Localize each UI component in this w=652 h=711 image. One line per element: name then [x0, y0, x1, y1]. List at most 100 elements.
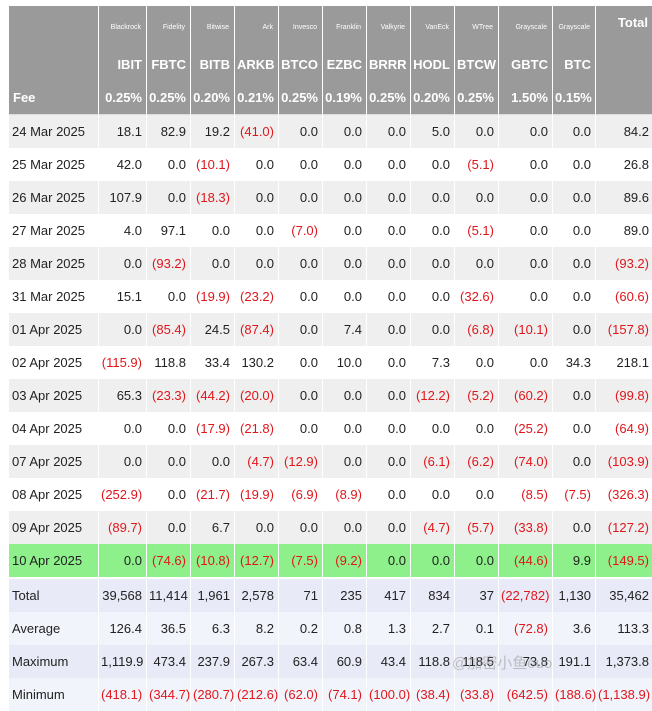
fee-label: Fee [9, 81, 98, 115]
flow-cell-arkb: (20.0) [235, 379, 278, 412]
flow-cell-btcw: 0.0 [455, 115, 498, 148]
flow-cell-hodl: (6.1) [411, 445, 454, 478]
flow-cell-arkb: (41.0) [235, 115, 278, 148]
summary-cell-ezbc: 0.8 [323, 612, 366, 645]
row-total: 89.6 [596, 181, 652, 214]
fee-hodl: 0.20% [411, 81, 454, 115]
flow-cell-ibit: 0.0 [99, 445, 146, 478]
summary-cell-hodl: 834 [411, 579, 454, 612]
flow-cell-btco: 0.0 [279, 313, 322, 346]
flow-cell-btc: 0.0 [553, 247, 595, 280]
flow-cell-gbtc: (74.0) [499, 445, 552, 478]
flow-cell-gbtc: 0.0 [529, 289, 548, 304]
table-row: 26 Mar 2025 107.9 0.0 (18.3) 0.0 0.0 0.0 0.0 0.0… [9, 181, 652, 214]
issuer-name-hodl: VanEck [411, 6, 454, 48]
flow-cell-btc: 0.0 [553, 181, 595, 214]
flow-cell-ibit: 0.0 [99, 313, 146, 346]
summary-cell-bitb: 237.9 [191, 645, 234, 678]
flow-cell-brrr: 0.0 [367, 313, 410, 346]
flow-cell-btco: (7.0) [291, 223, 318, 238]
flow-cell-bitb: 0.0 [191, 247, 234, 280]
table-row: 25 Mar 2025 42.0 0.0 (10.1) 0.0 0.0 0.0 0.0 0.0 (… [9, 148, 652, 181]
flow-cell-fbtc: 0.0 [147, 181, 190, 214]
row-date: 27 Mar 2025 [12, 223, 85, 238]
flow-cell-bitb: 33.4 [204, 355, 230, 370]
table-row: 10 Apr 2025 0.0 (74.6) (10.8) (12.7) (7.5) (9.… [9, 544, 652, 577]
flow-cell-fbtc: 0.0 [147, 445, 190, 478]
flow-cell-ezbc: 0.0 [343, 157, 362, 172]
flow-cell-ezbc: 7.4 [323, 313, 366, 346]
flow-cell-gbtc: (44.6) [499, 544, 552, 577]
flow-cell-bitb: (10.8) [191, 544, 234, 577]
flow-cell-btco: 0.0 [279, 511, 322, 544]
flow-cell-btcw: 0.0 [455, 247, 498, 280]
flow-cell-fbtc: 82.9 [147, 115, 190, 148]
flow-cell-gbtc: 0.0 [529, 355, 548, 370]
summary-cell-btco: 71 [279, 579, 322, 612]
flow-cell-arkb: 0.0 [235, 247, 278, 280]
flow-cell-ibit: 0.0 [123, 421, 142, 436]
flow-cell-ezbc: 0.0 [323, 247, 366, 280]
flow-cell-gbtc: (60.2) [499, 379, 552, 412]
flow-cell-fbtc: 97.1 [160, 223, 186, 238]
flow-cell-brrr: 0.0 [367, 247, 410, 280]
summary-cell-ibit: 126.4 [99, 612, 146, 645]
fee-ibit: 0.25% [99, 81, 146, 115]
flow-cell-hodl: 0.0 [411, 544, 454, 577]
flow-cell-gbtc: (25.2) [514, 421, 548, 436]
flow-cell-arkb: (87.4) [235, 313, 278, 346]
ticker-brrr: BRRR [367, 48, 410, 81]
issuer-name-brrr: Valkyrie [367, 6, 410, 48]
row-date: 26 Mar 2025 [9, 181, 98, 214]
summary-cell-bitb: 6.3 [191, 612, 234, 645]
flow-cell-gbtc: 0.0 [499, 115, 552, 148]
ticker-total-cell [596, 48, 652, 81]
summary-row-average: Average 126.4 36.5 6.3 8.2 0.2 0.8 1.3 2.7 0.1 (72… [9, 612, 652, 645]
summary-cell-brrr: (100.0) [367, 678, 410, 711]
flow-cell-btcw: (5.7) [455, 511, 498, 544]
flow-cell-btco: 0.0 [299, 355, 318, 370]
flow-cell-arkb: (21.8) [240, 421, 274, 436]
flow-cell-bitb: 0.0 [191, 445, 234, 478]
flow-cell-arkb: (4.7) [235, 445, 278, 478]
row-total: 218.1 [616, 355, 649, 370]
flow-cell-btcw: (5.1) [467, 223, 494, 238]
flow-cell-btc: 9.9 [553, 544, 595, 577]
summary-cell-fbtc: 473.4 [147, 645, 190, 678]
flow-cell-hodl: (4.7) [411, 511, 454, 544]
summary-cell-btc: (188.6) [553, 678, 596, 711]
flow-cell-btco: 0.0 [279, 181, 322, 214]
flow-cell-brrr: 0.0 [387, 223, 406, 238]
flow-cell-ibit: (89.7) [99, 511, 146, 544]
flow-cell-ibit: 15.1 [116, 289, 142, 304]
row-date: 01 Apr 2025 [9, 313, 98, 346]
row-total: (103.9) [596, 445, 652, 478]
summary-cell-arkb: 8.2 [235, 612, 278, 645]
flow-cell-bitb: (17.9) [196, 421, 230, 436]
row-total: (93.2) [596, 247, 652, 280]
row-date: 28 Mar 2025 [9, 247, 98, 280]
summary-cell-btcw: (33.8) [455, 678, 498, 711]
table-row: 28 Mar 2025 0.0 (93.2) 0.0 0.0 0.0 0.0 0.0 0.0 0.… [9, 247, 652, 280]
summary-cell-arkb: 267.3 [235, 645, 278, 678]
flow-cell-hodl: 0.0 [431, 223, 450, 238]
summary-body: Total 39,568 11,414 1,961 2,578 71 235 417 834 37… [9, 577, 652, 711]
flow-cell-fbtc: (74.6) [147, 544, 190, 577]
flow-cell-gbtc: (8.5) [521, 487, 548, 502]
summary-label: Total [9, 579, 98, 612]
flow-cell-ezbc: (9.2) [323, 544, 366, 577]
flow-cell-gbtc: 0.0 [499, 181, 552, 214]
flow-cell-fbtc: (23.3) [147, 379, 190, 412]
table-row: 01 Apr 2025 0.0 (85.4) 24.5 (87.4) 0.0 7.4 0.0 0… [9, 313, 652, 346]
summary-cell-fbtc: 36.5 [147, 612, 190, 645]
flow-cell-btcw: (5.1) [467, 157, 494, 172]
summary-cell-hodl: 2.7 [411, 612, 454, 645]
summary-cell-btc: 1,130 [553, 579, 595, 612]
flow-cell-btco: 0.0 [299, 289, 318, 304]
summary-cell-ibit: 39,568 [99, 579, 146, 612]
row-date: 31 Mar 2025 [12, 289, 85, 304]
flow-cell-btcw: (5.2) [455, 379, 498, 412]
row-total: 84.2 [596, 115, 652, 148]
flow-cell-fbtc: 0.0 [167, 289, 186, 304]
flow-cell-hodl: 5.0 [411, 115, 454, 148]
